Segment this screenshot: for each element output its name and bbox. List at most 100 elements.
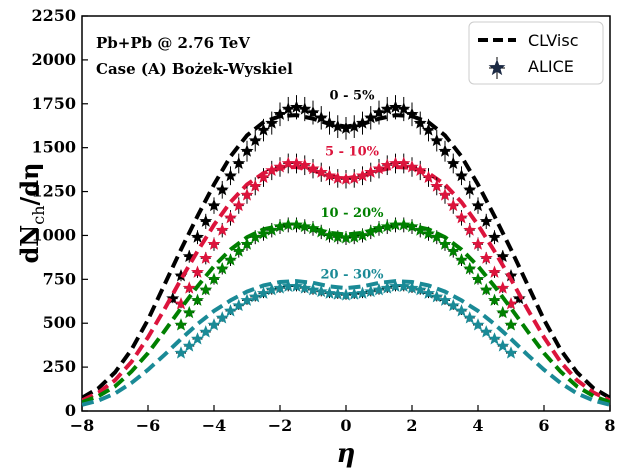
data-point	[446, 244, 460, 258]
data-point	[364, 224, 378, 240]
x-tick-label: 2	[406, 416, 417, 435]
data-point	[455, 210, 468, 226]
star-marker	[471, 237, 485, 250]
data-point	[215, 222, 229, 238]
star-marker	[323, 116, 336, 129]
star-marker	[224, 211, 237, 224]
legend-data-marker	[488, 57, 506, 79]
data-point	[488, 293, 501, 306]
data-point	[397, 153, 411, 174]
star-marker	[232, 198, 246, 212]
star-marker	[298, 102, 312, 115]
star-marker	[215, 311, 229, 324]
data-point	[240, 237, 254, 251]
star-marker	[430, 290, 444, 303]
data-point	[463, 180, 477, 199]
star-marker	[290, 156, 303, 169]
centrality-label: 5 - 10%	[325, 144, 380, 159]
data-point	[257, 118, 270, 142]
star-marker	[314, 110, 328, 124]
star-marker	[298, 281, 312, 294]
data-point	[356, 286, 369, 299]
star-marker	[463, 223, 477, 236]
star-marker	[232, 244, 246, 257]
star-marker	[413, 283, 427, 296]
data-point	[314, 284, 328, 298]
y-tick-label: 1750	[31, 94, 76, 113]
star-marker	[372, 105, 386, 119]
star-marker	[446, 156, 460, 169]
x-tick-label: 8	[604, 416, 615, 435]
data-point	[265, 160, 279, 181]
star-marker	[479, 283, 493, 296]
data-point	[265, 222, 279, 238]
data-point	[380, 155, 394, 176]
data-point	[422, 286, 435, 299]
data-point	[339, 169, 353, 189]
star-marker	[496, 339, 510, 352]
star-marker	[240, 144, 254, 157]
y-tick-label: 1000	[31, 225, 76, 244]
data-point	[298, 155, 312, 176]
data-point	[479, 213, 493, 229]
y-axis-label-tail: /dη	[15, 163, 44, 206]
data-point	[248, 129, 262, 152]
star-marker	[174, 346, 188, 359]
star-marker	[215, 182, 229, 196]
star-marker	[199, 214, 213, 227]
data-point	[207, 197, 221, 214]
data-point	[182, 281, 196, 294]
star-marker	[496, 305, 510, 319]
star-marker	[504, 318, 518, 331]
star-marker	[397, 279, 411, 292]
star-marker	[248, 290, 262, 303]
star-marker	[446, 198, 460, 212]
data-point	[364, 162, 378, 182]
data-point	[281, 96, 295, 122]
data-point	[413, 222, 427, 238]
data-point	[413, 111, 427, 135]
y-tick-label: 1250	[31, 182, 76, 201]
data-point	[438, 293, 452, 306]
star-marker	[438, 293, 452, 306]
data-point	[182, 305, 196, 319]
star-marker	[199, 283, 213, 296]
star-marker	[298, 158, 312, 171]
star-marker	[356, 168, 369, 182]
star-marker	[215, 261, 229, 275]
data-point	[323, 111, 336, 135]
star-marker	[323, 228, 336, 241]
star-marker	[422, 123, 435, 136]
x-tick-label: 6	[538, 416, 549, 435]
data-point	[488, 265, 501, 278]
data-point	[504, 318, 518, 331]
star-marker	[463, 261, 477, 275]
star-marker	[182, 305, 196, 319]
data-point	[199, 283, 213, 296]
star-marker	[314, 165, 328, 178]
data-point	[257, 286, 270, 299]
data-point	[405, 157, 419, 177]
annotation-case: Case (A) Bożek-Wyskiel	[96, 60, 293, 78]
data-point	[215, 311, 229, 324]
data-point	[455, 304, 468, 317]
data-point	[372, 100, 386, 125]
data-point	[199, 325, 213, 338]
data-point	[356, 228, 369, 243]
data-point	[232, 153, 246, 174]
y-tick-label: 2000	[31, 50, 76, 69]
data-point	[257, 226, 270, 241]
data-point	[240, 186, 254, 204]
data-point	[273, 157, 287, 177]
data-point	[298, 96, 312, 122]
star-marker	[240, 188, 254, 201]
data-point	[488, 332, 501, 345]
star-marker	[248, 179, 262, 192]
star-marker	[430, 230, 444, 243]
star-marker	[455, 168, 468, 182]
data-point	[405, 102, 419, 127]
y-tick-label: 500	[43, 313, 76, 332]
star-marker	[257, 286, 270, 299]
data-point	[191, 230, 204, 245]
data-point	[405, 219, 419, 235]
